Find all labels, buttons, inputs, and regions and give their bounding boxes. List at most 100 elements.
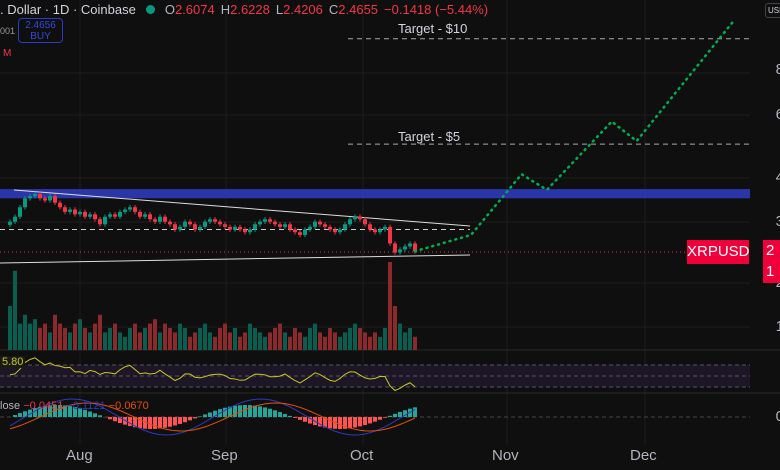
candle	[223, 224, 227, 227]
macd-histogram-bar	[233, 405, 237, 417]
macd-histogram-bar	[223, 407, 227, 417]
macd-histogram-bar	[118, 417, 122, 424]
candle	[23, 198, 27, 208]
volume-bar	[358, 328, 362, 350]
high-value: 2.6228	[230, 2, 270, 17]
macd-signal-value: −0.0670	[108, 400, 149, 412]
candle	[38, 194, 42, 199]
volume-bar	[238, 336, 242, 350]
candle	[203, 221, 207, 227]
candle	[283, 224, 287, 227]
macd-histogram-bar	[348, 417, 352, 429]
volume-bar	[348, 328, 352, 350]
candle	[298, 232, 302, 235]
candle	[388, 226, 392, 244]
candle	[168, 221, 172, 225]
macd-histogram-bar	[63, 405, 67, 417]
volume-bar	[193, 332, 197, 350]
macd-histogram-bar	[43, 405, 47, 417]
macd-histogram-bar	[248, 405, 252, 417]
low-value: 2.4206	[283, 2, 323, 17]
volume-bar	[73, 323, 77, 350]
candle	[218, 221, 222, 225]
volume-bar	[98, 314, 102, 350]
volume-bar	[133, 323, 137, 350]
macd-line	[9, 398, 416, 436]
side-label-m: M	[3, 48, 12, 59]
macd-histogram-bar	[273, 410, 277, 417]
macd-histogram-bar	[303, 417, 307, 422]
candle	[148, 214, 152, 220]
month-label: Nov	[492, 447, 519, 464]
volume-bar	[118, 332, 122, 350]
candle	[303, 229, 307, 235]
macd-histogram-bar	[168, 417, 172, 427]
high-label: H	[220, 2, 231, 17]
volume-bar	[178, 323, 182, 350]
macd-histogram-bar	[58, 405, 62, 417]
volume-bar	[293, 328, 297, 350]
macd-histogram-bar	[178, 417, 182, 424]
macd-histogram-bar	[368, 417, 372, 424]
macd-histogram-bar	[393, 413, 397, 417]
candle	[273, 221, 277, 225]
candle	[243, 229, 247, 233]
volume-bar	[143, 328, 147, 350]
signal-line	[9, 402, 416, 432]
candle	[213, 219, 217, 222]
volume-bar	[223, 323, 227, 350]
candle	[258, 221, 262, 225]
candle	[393, 243, 397, 253]
currency-button[interactable]: USD	[765, 3, 780, 18]
month-label: Sep	[211, 447, 238, 464]
macd-histogram-bar	[388, 415, 392, 417]
candle	[103, 216, 107, 225]
volume-bar	[8, 306, 12, 350]
macd-histogram-bar	[343, 417, 347, 429]
volume-bar	[168, 328, 172, 350]
candle	[118, 211, 122, 217]
resistance-zone	[0, 189, 750, 199]
macd-histogram-bar	[253, 405, 257, 417]
candle	[73, 209, 77, 215]
volume-bar	[373, 332, 377, 350]
candle	[178, 226, 182, 230]
candle	[358, 216, 362, 220]
macd-histogram-bar	[258, 406, 262, 417]
macd-histogram-bar	[308, 417, 312, 424]
macd-legend: lose −0.0451 −0.1121 −0.0670	[0, 400, 149, 412]
price-tick: 3	[775, 213, 780, 230]
price-tag-line: 1	[766, 263, 775, 280]
candle	[378, 229, 382, 233]
candle	[343, 224, 347, 230]
candle	[123, 209, 127, 212]
macd-histogram-bar	[93, 413, 97, 417]
close-value: 2.4655	[338, 2, 379, 17]
volume-bar	[158, 332, 162, 350]
volume-bar	[38, 328, 42, 350]
candle	[253, 224, 257, 230]
candle	[153, 219, 157, 222]
volume-bar	[188, 336, 192, 350]
volume-bar	[343, 332, 347, 350]
macd-histogram-bar	[68, 406, 72, 417]
candle	[88, 214, 92, 217]
candle	[128, 207, 132, 210]
buy-button[interactable]: 2.4656 BUY	[18, 18, 63, 43]
macd-histogram-bar	[358, 417, 362, 427]
macd-histogram-bar	[163, 417, 167, 428]
candle	[353, 216, 357, 220]
candle	[133, 207, 137, 212]
symbol-tag: XRPUSD	[687, 240, 750, 264]
macd-histogram-bar	[293, 417, 297, 418]
macd-histogram-bar	[413, 407, 417, 417]
volume-bar	[48, 332, 52, 350]
month-label: Aug	[66, 447, 93, 464]
macd-histogram-bar	[113, 417, 117, 422]
volume-bar	[83, 328, 87, 350]
candle	[208, 219, 212, 222]
macd-histogram-bar	[403, 410, 407, 417]
candle	[333, 229, 337, 233]
